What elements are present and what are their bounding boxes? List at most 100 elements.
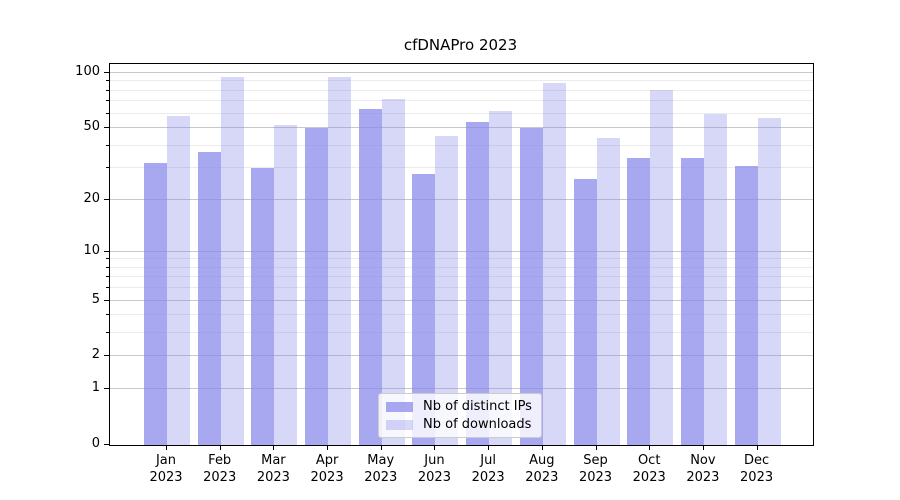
bar-nb-of-downloads-aug: [542, 83, 566, 445]
gridline-minor: [110, 266, 813, 268]
x-tick-mark: [488, 445, 490, 450]
y-minor-tick-mark: [106, 258, 109, 260]
legend: Nb of distinct IPs Nb of downloads: [378, 393, 542, 438]
legend-item-distinct-ips: Nb of distinct IPs: [386, 399, 532, 414]
x-tick-mark: [595, 445, 597, 450]
bar-nb-of-distinct-ips-may: [358, 108, 382, 445]
y-tick-label: 5: [91, 291, 100, 307]
gridline-minor: [110, 100, 813, 102]
y-minor-tick-mark: [106, 276, 109, 278]
bar-nb-of-distinct-ips-jan: [144, 163, 167, 445]
y-tick-mark: [104, 250, 109, 252]
gridline-minor: [110, 287, 813, 289]
plot-area: [109, 63, 814, 446]
x-tick-label-aug: Aug 2023: [525, 453, 559, 485]
x-tick-mark: [702, 445, 704, 450]
y-minor-tick-mark: [106, 332, 109, 334]
x-tick-mark: [541, 445, 543, 450]
x-tick-mark: [434, 445, 436, 450]
gridline-minor: [110, 332, 813, 334]
y-tick-mark: [104, 388, 109, 390]
legend-item-downloads: Nb of downloads: [386, 417, 532, 432]
y-tick-label: 100: [75, 64, 100, 80]
y-tick-label: 20: [83, 190, 100, 206]
bar-nb-of-distinct-ips-oct: [627, 158, 651, 445]
gridline-major: [110, 299, 813, 301]
bar-nb-of-downloads-jan: [167, 116, 190, 445]
y-minor-tick-mark: [106, 314, 109, 316]
y-tick-label: 2: [91, 347, 100, 363]
bar-nb-of-distinct-ips-aug: [519, 128, 543, 445]
x-tick-label-nov: Nov 2023: [686, 453, 720, 485]
bar-nb-of-downloads-nov: [703, 113, 727, 445]
bar-nb-of-downloads-sep: [596, 138, 620, 445]
y-tick-label: 50: [83, 119, 100, 135]
y-minor-tick-mark: [106, 144, 109, 146]
bar-nb-of-distinct-ips-jul: [466, 122, 490, 445]
y-tick-label: 1: [91, 380, 100, 396]
y-minor-tick-mark: [106, 167, 109, 169]
legend-label-downloads: Nb of downloads: [423, 417, 532, 432]
bar-nb-of-distinct-ips-apr: [305, 128, 329, 445]
y-tick-mark: [104, 198, 109, 200]
x-tick-label-jul: Jul 2023: [471, 453, 505, 485]
y-tick-mark: [104, 355, 109, 357]
bar-nb-of-downloads-feb: [220, 77, 244, 445]
legend-label-distinct-ips: Nb of distinct IPs: [423, 399, 532, 414]
x-tick-label-dec: Dec 2023: [740, 453, 774, 485]
x-tick-label-oct: Oct 2023: [632, 453, 666, 485]
x-tick-mark: [380, 445, 382, 450]
y-tick-mark: [104, 299, 109, 301]
gridline-minor: [110, 80, 813, 82]
gridline-minor: [110, 276, 813, 278]
y-minor-tick-mark: [106, 89, 109, 91]
y-tick-label: 0: [91, 436, 100, 451]
x-tick-mark: [273, 445, 275, 450]
y-tick-label: 10: [83, 242, 100, 258]
bar-nb-of-distinct-ips-mar: [251, 168, 275, 445]
y-tick-mark: [104, 127, 109, 129]
y-minor-tick-mark: [106, 100, 109, 102]
x-tick-mark: [166, 445, 167, 450]
x-tick-label-may: May 2023: [364, 453, 398, 485]
x-tick-label-mar: Mar 2023: [256, 453, 290, 485]
bar-nb-of-downloads-may: [381, 99, 405, 445]
gridline-minor: [110, 258, 813, 260]
bar-nb-of-downloads-jul: [489, 111, 513, 445]
chart-title: cfDNAPro 2023: [403, 36, 518, 54]
y-minor-tick-mark: [106, 266, 109, 268]
gridline-major: [110, 355, 813, 357]
y-tick-mark: [104, 444, 109, 445]
bar-nb-of-downloads-jun: [435, 136, 459, 445]
y-tick-mark: [104, 72, 109, 74]
gridline-major: [110, 72, 813, 74]
bar-nb-of-downloads-mar: [274, 125, 298, 445]
bar-nb-of-distinct-ips-jun: [412, 173, 436, 445]
legend-swatch-distinct-ips: [386, 401, 413, 412]
x-tick-mark: [327, 445, 329, 450]
x-tick-label-feb: Feb 2023: [203, 453, 237, 485]
gridline-minor: [110, 112, 813, 114]
gridline-major: [110, 198, 813, 200]
bar-nb-of-distinct-ips-sep: [573, 179, 597, 445]
bar-nb-of-downloads-oct: [650, 89, 674, 445]
legend-swatch-downloads: [386, 419, 413, 430]
bar-nb-of-distinct-ips-nov: [680, 158, 704, 445]
gridline-major: [110, 127, 813, 129]
bar-nb-of-distinct-ips-feb: [197, 151, 221, 445]
bar-nb-of-downloads-dec: [757, 117, 781, 445]
gridline-major: [110, 250, 813, 252]
gridline-minor: [110, 167, 813, 169]
x-tick-label-jan: Jan 2023: [149, 453, 183, 485]
x-tick-mark: [219, 445, 221, 450]
x-tick-mark: [649, 445, 651, 450]
gridline-minor: [110, 314, 813, 316]
gridline-minor: [110, 89, 813, 91]
bar-nb-of-distinct-ips-dec: [734, 165, 758, 445]
x-tick-label-jun: Jun 2023: [417, 453, 451, 485]
x-tick-label-sep: Sep 2023: [578, 453, 613, 485]
gridline-minor: [110, 144, 813, 146]
y-minor-tick-mark: [106, 80, 109, 82]
bar-nb-of-downloads-apr: [328, 77, 352, 445]
